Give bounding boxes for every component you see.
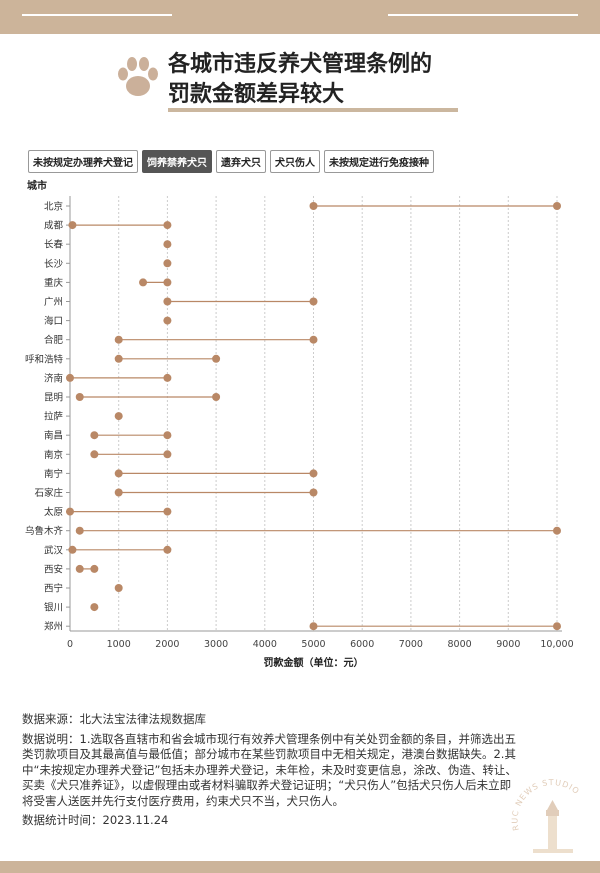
city-label: 西安 <box>44 563 63 575</box>
max-point <box>553 526 561 535</box>
min-point <box>90 603 99 612</box>
min-point <box>66 507 74 516</box>
min-point <box>90 431 99 440</box>
city-label: 乌鲁木齐 <box>25 525 64 537</box>
city-label: 武汉 <box>44 544 64 556</box>
min-point <box>114 584 123 592</box>
x-tick-label: 3000 <box>204 639 228 650</box>
min-point <box>114 412 123 421</box>
city-label: 合肥 <box>44 334 64 346</box>
min-point <box>68 545 77 554</box>
title-line-1: 各城市违反养犬管理条例的 <box>168 52 433 77</box>
x-axis-label: 罚款金额（单位：元） <box>264 656 364 669</box>
dumbbell-chart: 城市 0 1000 2000 3000 4000 5000 6000 7000 8000 9000 1… <box>25 179 574 669</box>
city-label: 石家庄 <box>34 487 63 499</box>
city-label: 成都 <box>44 220 64 232</box>
city-label: 拉萨 <box>44 411 64 423</box>
min-point <box>139 278 148 287</box>
svg-text:RUC NEWS STUDIO: RUC NEWS STUDIO <box>511 778 582 831</box>
city-label: 西宁 <box>44 583 63 595</box>
tab-banned-breeds[interactable]: 饲养禁养犬只 <box>142 150 212 173</box>
top-decor-band <box>0 0 600 34</box>
min-point <box>114 488 123 497</box>
min-point <box>75 393 84 401</box>
city-label: 呼和浩特 <box>25 353 64 365</box>
tab-registration[interactable]: 未按规定办理养犬登记 <box>28 150 138 173</box>
x-tick-label: 9000 <box>496 639 520 650</box>
max-point <box>163 373 172 382</box>
x-tick-label: 7000 <box>399 639 423 650</box>
city-label: 长沙 <box>44 258 64 270</box>
max-point <box>309 335 318 344</box>
max-point <box>163 507 172 516</box>
city-label: 银川 <box>44 602 63 614</box>
x-tick-label: 10,000 <box>540 639 573 650</box>
city-label: 南京 <box>44 449 63 461</box>
y-axis-label: 城市 <box>27 179 47 192</box>
x-tick-label: 6000 <box>350 639 374 650</box>
studio-logo-stamp: RUC NEWS STUDIO <box>511 778 582 853</box>
title-line-2: 罚款金额差异较大 <box>168 82 345 107</box>
max-point <box>553 622 561 631</box>
min-point <box>114 469 123 478</box>
min-point <box>163 240 172 249</box>
max-point <box>309 488 318 497</box>
data-source: 数据来源：北大法宝法律法规数据库 <box>22 712 206 726</box>
tab-vaccination[interactable]: 未按规定进行免疫接种 <box>324 150 434 173</box>
city-label: 海口 <box>44 315 63 327</box>
max-point <box>309 297 318 306</box>
title-underline <box>168 108 458 112</box>
x-tick-label: 0 <box>67 639 73 650</box>
x-tick-label: 8000 <box>448 639 472 650</box>
min-point <box>90 450 99 459</box>
x-tick-label: 2000 <box>155 639 179 650</box>
x-tick-label: 4000 <box>253 639 277 650</box>
min-point <box>114 354 123 363</box>
x-tick-label: 5000 <box>301 639 325 650</box>
footer-notes: 数据来源：北大法宝法律法规数据库 数据说明：1.选取各直辖市和省会城市现行有效养… <box>22 712 522 833</box>
data-date: 数据统计时间：2023.11.24 <box>22 813 169 827</box>
max-point <box>212 354 221 363</box>
max-point <box>163 221 172 230</box>
x-tick-label: 1000 <box>107 639 131 650</box>
city-label: 南宁 <box>44 468 63 480</box>
max-point <box>163 431 172 440</box>
paw-icon <box>118 57 158 96</box>
min-point <box>66 373 74 382</box>
city-label: 南昌 <box>44 430 63 442</box>
city-label: 郑州 <box>44 621 63 633</box>
min-point <box>163 316 172 325</box>
min-point <box>163 259 172 268</box>
max-point <box>212 393 221 401</box>
max-point <box>553 202 561 210</box>
city-label: 昆明 <box>44 393 63 404</box>
top-decor-line-left <box>22 14 172 16</box>
min-point <box>75 526 84 535</box>
city-label: 长春 <box>44 239 64 251</box>
data-note: 数据说明：1.选取各直辖市和省会城市现行有效养犬管理条例中有关处罚金额的条目，并… <box>22 731 517 808</box>
max-point <box>90 564 99 573</box>
min-point <box>114 335 123 344</box>
min-point <box>68 221 77 230</box>
max-point <box>309 469 318 478</box>
city-label: 重庆 <box>44 277 64 289</box>
min-point <box>309 202 318 210</box>
top-decor-line-right <box>388 14 578 16</box>
max-point <box>163 545 172 554</box>
max-point <box>163 278 172 287</box>
tab-abandonment[interactable]: 遗弃犬只 <box>216 150 266 173</box>
city-label: 北京 <box>44 201 63 213</box>
page-title: 各城市违反养犬管理条例的 罚款金额差异较大 <box>168 50 432 110</box>
min-point <box>75 564 84 573</box>
tab-dog-bite[interactable]: 犬只伤人 <box>270 150 320 173</box>
city-label: 太原 <box>44 506 63 518</box>
max-point <box>163 450 172 459</box>
city-label: 济南 <box>44 372 63 384</box>
min-point <box>309 622 318 631</box>
min-point <box>163 297 172 306</box>
bottom-decor-band <box>0 861 600 873</box>
category-tabs: 未按规定办理养犬登记 饲养禁养犬只 遗弃犬只 犬只伤人 未按规定进行免疫接种 <box>28 150 434 173</box>
city-label: 广州 <box>44 296 63 308</box>
